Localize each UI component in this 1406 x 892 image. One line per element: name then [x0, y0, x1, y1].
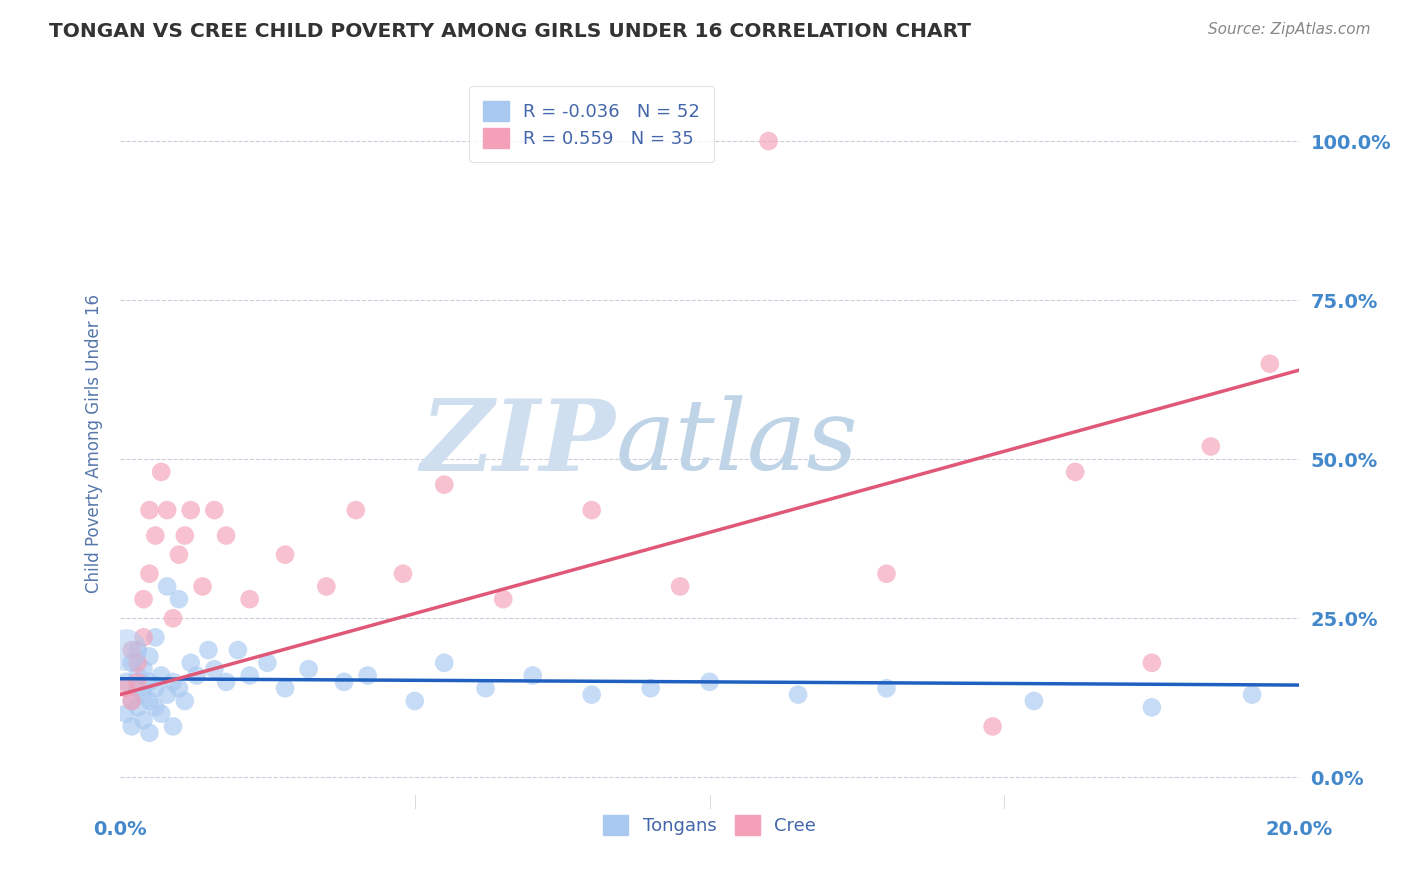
Point [138, 726, 160, 740]
Point [787, 688, 810, 702]
Point [215, 528, 238, 542]
Point [1064, 465, 1087, 479]
Point [127, 643, 149, 657]
Point [1241, 688, 1264, 702]
Point [162, 719, 184, 733]
Point [132, 631, 155, 645]
Point [138, 694, 160, 708]
Point [127, 700, 149, 714]
Point [404, 694, 426, 708]
Point [156, 688, 179, 702]
Point [115, 643, 138, 657]
Text: TONGAN VS CREE CHILD POVERTY AMONG GIRLS UNDER 16 CORRELATION CHART: TONGAN VS CREE CHILD POVERTY AMONG GIRLS… [49, 22, 972, 41]
Point [344, 503, 367, 517]
Point [127, 668, 149, 682]
Point [239, 668, 262, 682]
Point [333, 674, 356, 689]
Point [121, 694, 143, 708]
Point [150, 465, 173, 479]
Point [156, 503, 179, 517]
Point [256, 656, 278, 670]
Point [143, 700, 166, 714]
Point [202, 662, 225, 676]
Point [132, 592, 155, 607]
Point [132, 713, 155, 727]
Point [356, 668, 378, 682]
Point [186, 668, 208, 682]
Legend: Tongans, Cree: Tongans, Cree [593, 806, 825, 844]
Point [127, 681, 149, 696]
Point [202, 503, 225, 517]
Point [215, 674, 238, 689]
Point [274, 548, 297, 562]
Point [239, 592, 262, 607]
Point [127, 656, 149, 670]
Point [143, 528, 166, 542]
Point [522, 668, 544, 682]
Point [180, 503, 202, 517]
Point [143, 631, 166, 645]
Text: Source: ZipAtlas.com: Source: ZipAtlas.com [1208, 22, 1371, 37]
Point [226, 643, 249, 657]
Point [150, 668, 173, 682]
Point [433, 477, 456, 491]
Point [581, 503, 603, 517]
Point [143, 681, 166, 696]
Point [167, 592, 190, 607]
Point [127, 674, 149, 689]
Point [167, 681, 190, 696]
Point [138, 649, 160, 664]
Point [115, 706, 138, 721]
Point [474, 681, 496, 696]
Point [1258, 357, 1281, 371]
Point [162, 674, 184, 689]
Point [173, 528, 195, 542]
Point [132, 688, 155, 702]
Point [121, 643, 143, 657]
Point [1140, 700, 1163, 714]
Point [981, 719, 1004, 733]
Point [274, 681, 297, 696]
Point [1022, 694, 1045, 708]
Point [121, 694, 143, 708]
Point [167, 548, 190, 562]
Point [197, 643, 219, 657]
Point [138, 566, 160, 581]
Point [180, 656, 202, 670]
Point [115, 681, 138, 696]
Point [315, 579, 337, 593]
Point [191, 579, 214, 593]
Point [640, 681, 662, 696]
Point [699, 674, 721, 689]
Point [392, 566, 415, 581]
Point [162, 611, 184, 625]
Point [1140, 656, 1163, 670]
Point [876, 681, 898, 696]
Point [298, 662, 321, 676]
Y-axis label: Child Poverty Among Girls Under 16: Child Poverty Among Girls Under 16 [86, 293, 103, 593]
Point [121, 719, 143, 733]
Point [433, 656, 456, 670]
Text: ZIP: ZIP [420, 395, 616, 491]
Point [1199, 440, 1222, 454]
Point [173, 694, 195, 708]
Point [156, 579, 179, 593]
Point [581, 688, 603, 702]
Point [115, 674, 138, 689]
Point [150, 706, 173, 721]
Point [138, 503, 160, 517]
Point [876, 566, 898, 581]
Point [492, 592, 515, 607]
Point [138, 674, 160, 689]
Point [132, 662, 155, 676]
Text: atlas: atlas [616, 396, 858, 491]
Point [669, 579, 692, 593]
Point [121, 656, 143, 670]
Point [758, 134, 780, 148]
